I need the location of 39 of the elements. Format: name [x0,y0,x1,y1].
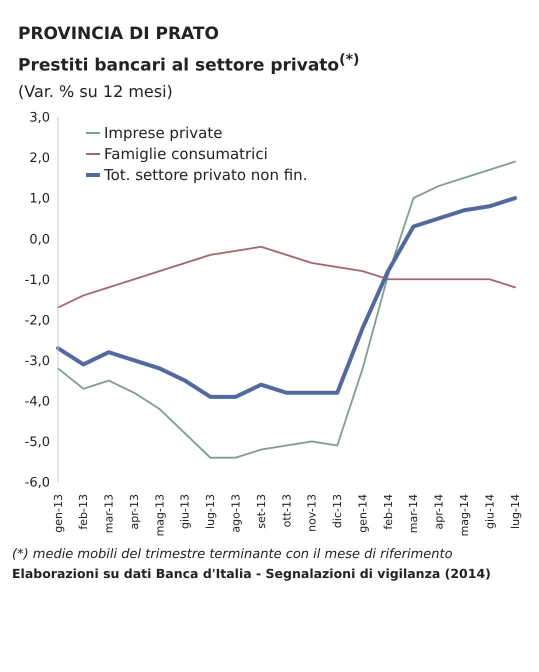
x-tick-label: lug-13 [204,494,218,529]
y-tick-label: 3,0 [29,110,50,126]
chart-title: PROVINCIA DI PRATO [18,24,220,44]
x-tick-label: ago-13 [230,494,243,532]
x-tick-label: apr-14 [432,494,446,530]
x-tick-label: giu-14 [483,494,496,529]
text: Elaborazioni su dati Banca d'Italia - Segnalazioni di vigilanza (2014) [12,566,492,581]
x-tick-label: giu-13 [178,494,192,529]
x-tick-label: apr-13 [128,494,141,530]
x-tick-label: lug-14 [508,494,522,529]
y-tick-label: 2,0 [29,150,50,166]
legend-label: Famiglie consumatrici [104,144,268,165]
y-axis-title: (Var. % su 12 mesi) [18,82,174,101]
line-series [56,196,517,398]
x-tick-label: set-13 [254,494,268,528]
legend-label: Tot. settore privato non fin. [104,164,308,186]
x-tick-label: gen-13 [52,494,65,532]
line-series [57,246,516,308]
x-tick-label: mag-14 [458,494,472,536]
y-tick-label: -6,0 [24,475,50,490]
y-tick-label: -5,0 [24,434,50,450]
x-tick-label: mag-13 [153,494,166,536]
y-tick-label: -4,0 [24,394,50,410]
x-tick-label: feb-13 [77,494,90,530]
chart-subtitle: Prestiti bancari al settore privato$^{(*)}$ [18,52,360,76]
y-tick-label: 0,0 [29,232,50,247]
x-tick-label: mar-13 [102,494,116,533]
y-tick-label: 1,0 [29,191,50,206]
y-tick-label: -2,0 [24,313,50,328]
x-tick-label: dic-13 [331,494,344,528]
text: (*) medie mobili del trimestre terminante con il mese di riferimento [12,546,454,562]
y-tick-label: -3,0 [24,354,50,369]
y-tick-label: -1,0 [24,272,50,288]
legend-label: Imprese private [104,122,222,144]
x-tick-label: nov-13 [306,494,319,532]
x-tick-label: ott-13 [280,494,294,527]
x-tick-label: gen-14 [356,494,370,532]
x-tick-label: feb-14 [382,494,395,530]
x-tick-label: mar-14 [407,494,420,533]
